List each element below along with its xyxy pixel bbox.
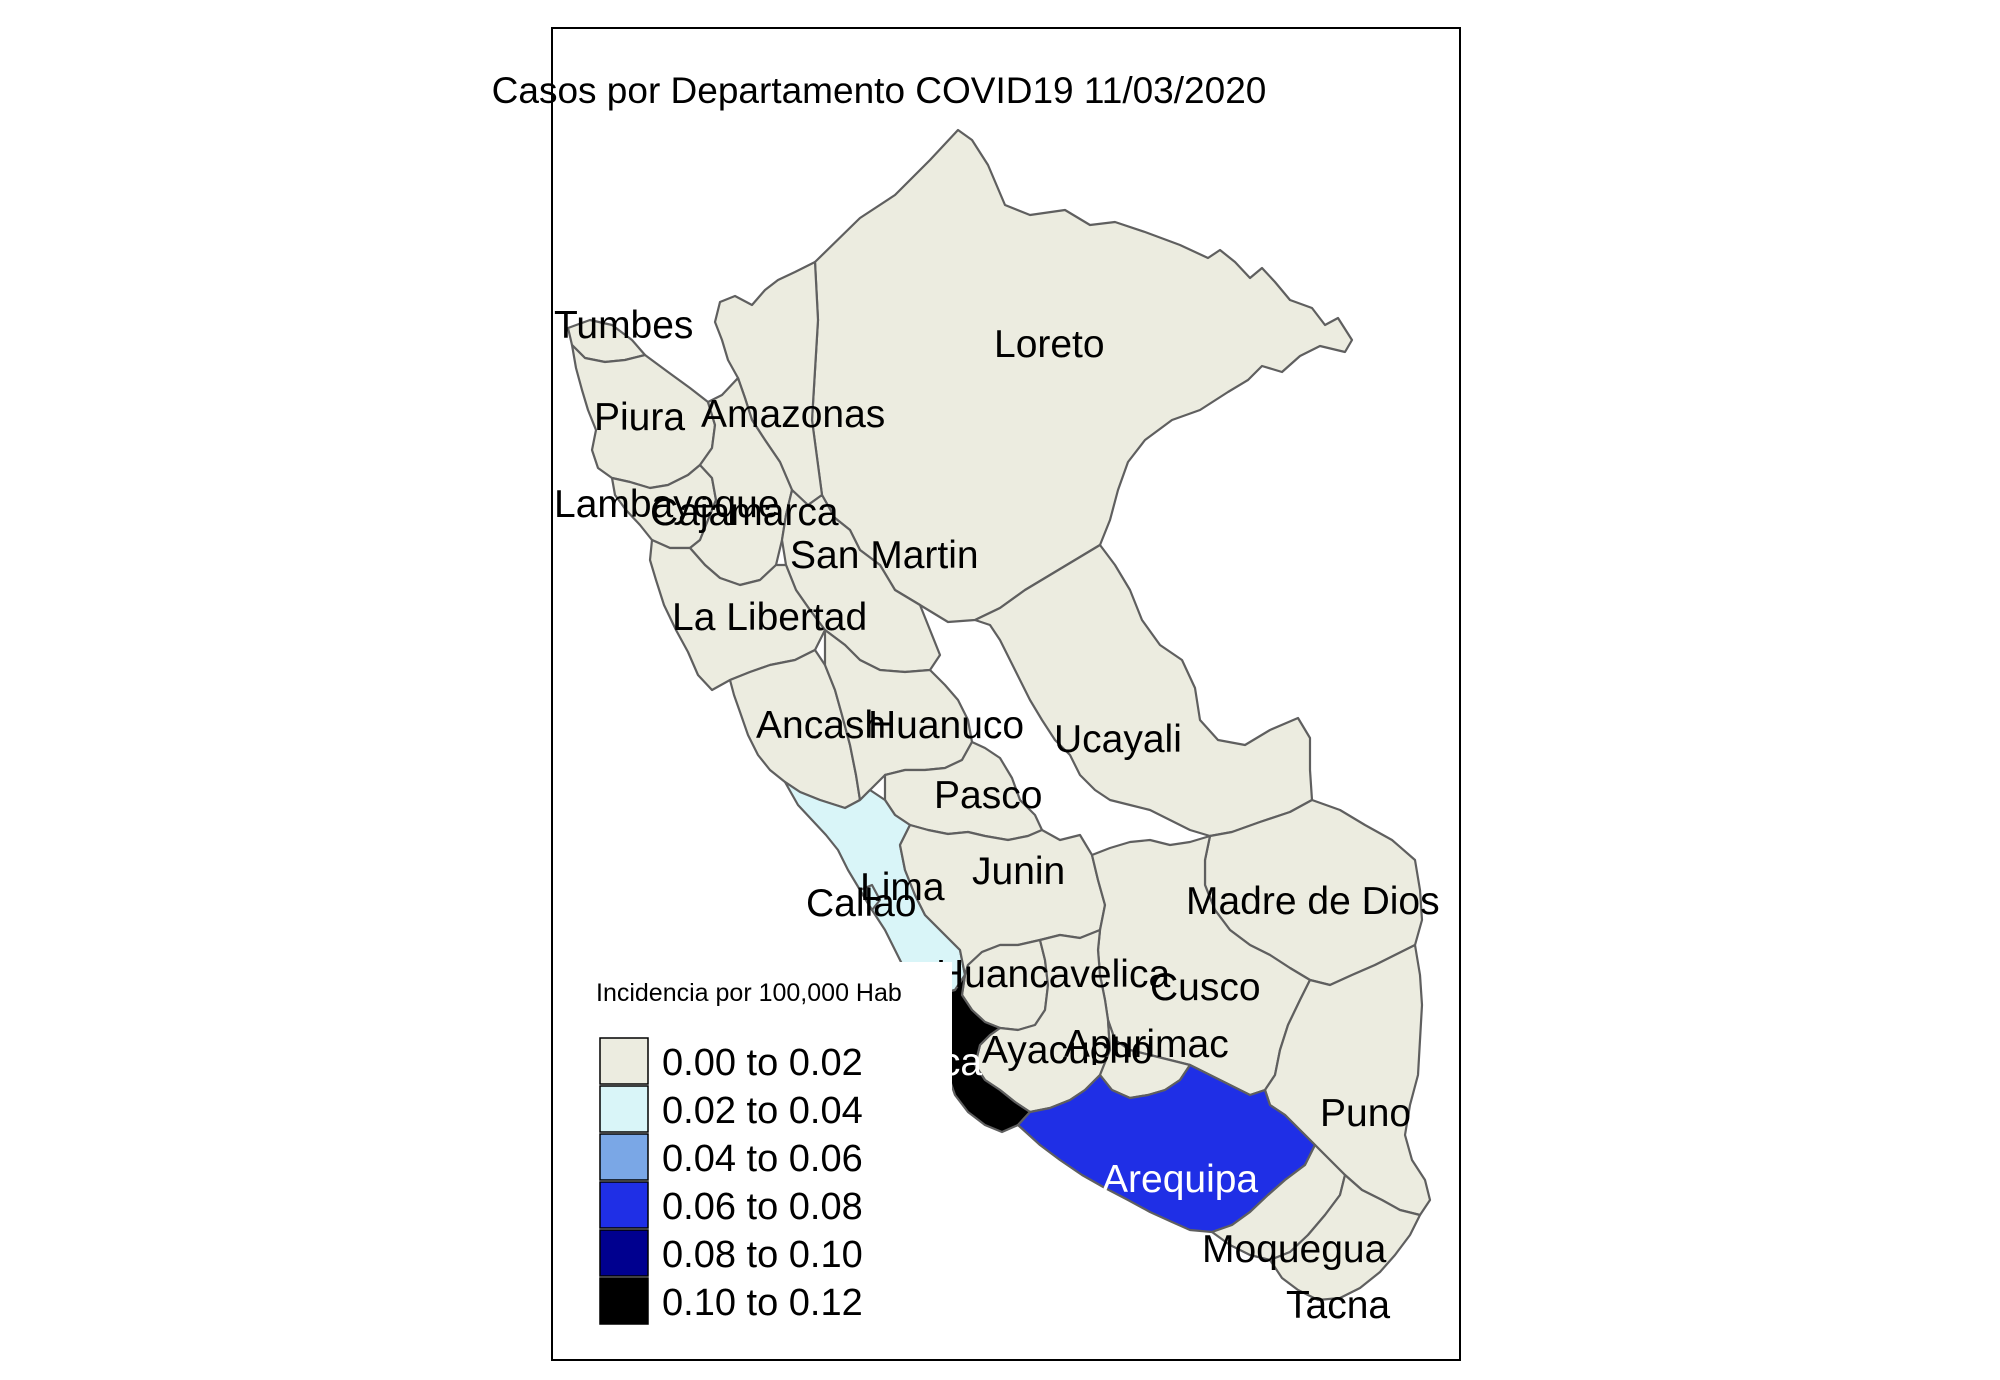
label-cajamarca: Cajamarca: [650, 491, 839, 534]
departments-layer: [566, 128, 1432, 1302]
legend-swatch-6: [599, 1277, 649, 1325]
label-huancavelica: Huancavelica: [936, 953, 1170, 996]
legend-swatch-5: [599, 1229, 649, 1277]
legend-swatch-2: [599, 1085, 649, 1133]
map-title: Casos por Departamento COVID19 11/03/202…: [492, 70, 1267, 111]
legend-label-3: 0.04 to 0.06: [662, 1138, 863, 1180]
legend-swatch-1: [599, 1037, 649, 1085]
legend-label-2: 0.02 to 0.04: [662, 1090, 863, 1132]
legend-swatch-4: [599, 1181, 649, 1229]
region-callao[interactable]: [858, 883, 882, 912]
label-huanuco: Huanuco: [868, 704, 1024, 747]
legend-label-4: 0.06 to 0.08: [662, 1186, 863, 1228]
label-lambayeque: Lambayeque: [554, 483, 780, 526]
label-callao: Callao: [806, 882, 917, 925]
department-labels: Tumbes Piura Amazonas Loreto Lambayeque …: [554, 304, 1440, 1327]
label-pasco: Pasco: [934, 774, 1042, 817]
label-ancash: Ancash: [756, 704, 886, 747]
label-tacna: Tacna: [1286, 1284, 1390, 1327]
label-la-libertad: La Libertad: [672, 596, 867, 639]
label-amazonas: Amazonas: [701, 393, 885, 436]
label-piura: Piura: [594, 396, 685, 439]
label-junin: Junin: [972, 850, 1065, 893]
label-lima: Lima: [860, 866, 945, 909]
label-ucayali: Ucayali: [1054, 718, 1182, 761]
label-san-martin: San Martin: [790, 534, 979, 577]
legend-label-6: 0.10 to 0.12: [662, 1282, 863, 1324]
label-loreto: Loreto: [994, 323, 1105, 366]
legend-label-1: 0.00 to 0.02: [662, 1042, 863, 1084]
label-tumbes: Tumbes: [554, 304, 693, 347]
label-moquegua: Moquegua: [1202, 1228, 1387, 1271]
legend-label-5: 0.08 to 0.10: [662, 1234, 863, 1276]
label-arequipa: Arequipa: [1102, 1158, 1258, 1201]
label-puno: Puno: [1320, 1092, 1411, 1135]
legend-swatch-3: [599, 1133, 649, 1181]
legend: Incidencia por 100,000 Hab 0.00 to 0.02 …: [580, 962, 952, 1348]
region-tacna[interactable]: [1268, 1173, 1422, 1302]
legend-title: Incidencia por 100,000 Hab: [596, 979, 902, 1007]
region-arequipa[interactable]: [1016, 1063, 1317, 1234]
label-cusco: Cusco: [1150, 966, 1261, 1009]
label-ayacucho: Ayacucho: [982, 1029, 1153, 1072]
label-madre-de-dios: Madre de Dios: [1186, 880, 1440, 923]
label-apurimac: Apurimac: [1064, 1023, 1229, 1066]
